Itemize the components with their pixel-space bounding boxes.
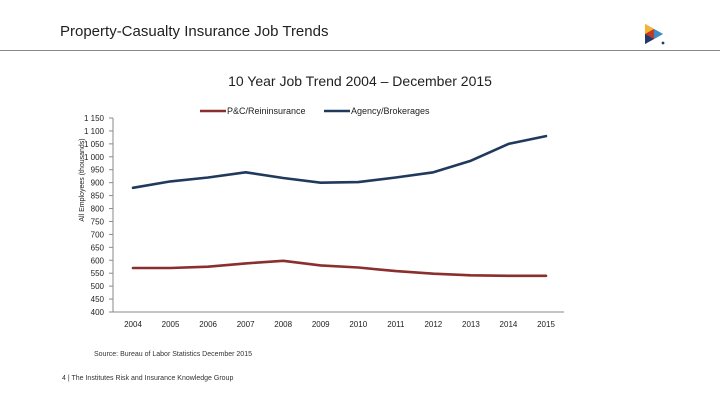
y-tick-label: 850 [91, 192, 105, 201]
chart-legend: P&C/Reininsurance Agency/Brokerages [200, 106, 430, 116]
x-tick-label: 2011 [387, 320, 405, 329]
page-title: Property-Casualty Insurance Job Trends [60, 23, 329, 40]
x-tick-label: 2006 [199, 320, 217, 329]
y-tick-labels: 400 450 500 550 600 650 700 750 800 850 900 950 1 00… [84, 114, 113, 317]
x-tick-label: 2010 [349, 320, 367, 329]
x-tick-label: 2007 [237, 320, 255, 329]
x-tick-label: 2005 [162, 320, 180, 329]
x-tick-label: 2009 [312, 320, 330, 329]
x-tick-labels: 2004 2005 2006 2007 2008 2009 2010 2011 2012 2013… [124, 320, 555, 329]
legend-label: Agency/Brokerages [351, 106, 430, 116]
y-tick-label: 400 [91, 308, 105, 317]
y-tick-label: 950 [91, 166, 105, 175]
y-tick-label: 700 [91, 230, 105, 239]
chart-title: 10 Year Job Trend 2004 – December 2015 [228, 73, 492, 89]
y-axis-label: All Employees (thousands) [79, 138, 86, 221]
x-tick-label: 2012 [424, 320, 442, 329]
series-line-1 [131, 259, 548, 278]
y-tick-label: 1 150 [84, 114, 105, 123]
chart-series [131, 134, 548, 278]
y-tick-label: 550 [91, 269, 105, 278]
y-tick-label: 900 [91, 179, 105, 188]
x-tick-label: 2013 [462, 320, 480, 329]
y-tick-label: 1 000 [84, 153, 105, 162]
y-tick-label: 600 [91, 256, 105, 265]
footer-text: 4 | The Institutes Risk and Insurance Kn… [62, 375, 234, 382]
source-note: Source: Bureau of Labor Statistics Decem… [94, 351, 252, 358]
institutes-logo-icon [645, 24, 665, 45]
header-divider [0, 50, 720, 51]
legend-label: P&C/Reininsurance [227, 106, 306, 116]
y-tick-label: 1 100 [84, 127, 105, 136]
x-tick-label: 2015 [537, 320, 555, 329]
y-tick-label: 800 [91, 205, 105, 214]
y-tick-label: 500 [91, 282, 105, 291]
x-tick-label: 2008 [274, 320, 292, 329]
y-tick-label: 450 [91, 295, 105, 304]
chart-axes [112, 118, 564, 313]
x-tick-label: 2014 [500, 320, 518, 329]
series-line-2 [131, 134, 548, 190]
y-tick-label: 750 [91, 217, 105, 226]
x-tick-label: 2004 [124, 320, 142, 329]
y-tick-label: 1 050 [84, 140, 105, 149]
y-tick-label: 650 [91, 243, 105, 252]
